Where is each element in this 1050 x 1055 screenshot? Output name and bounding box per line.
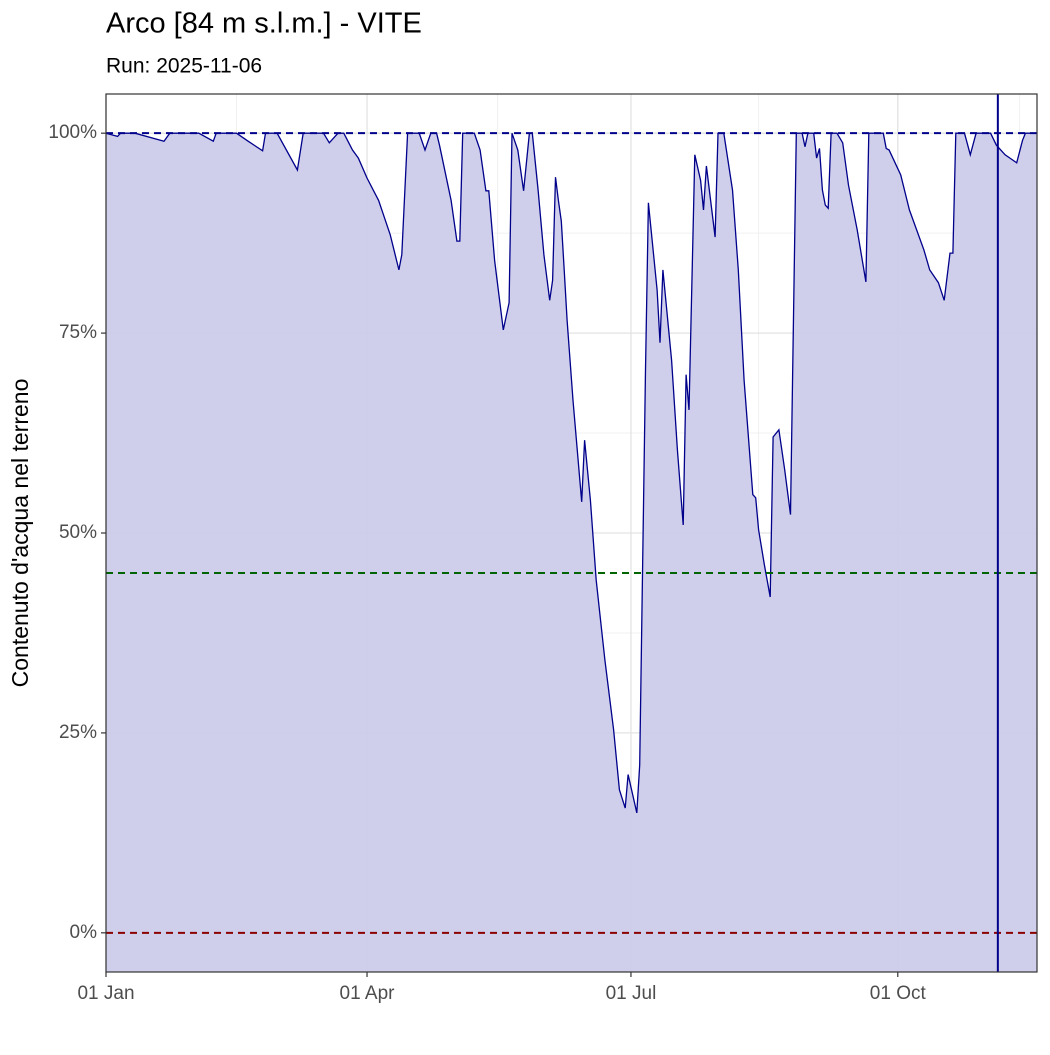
y-tick-label: 50%	[59, 522, 97, 543]
x-tick-label: 01 Jul	[606, 983, 657, 1004]
y-tick-label: 0%	[70, 922, 98, 943]
area	[106, 133, 1037, 972]
x-tick-label: 01 Oct	[870, 983, 927, 1004]
y-tick-label: 25%	[59, 722, 97, 743]
chart-title: Arco [84 m s.l.m.] - VITE	[106, 8, 422, 40]
x-tick-label: 01 Jan	[77, 983, 134, 1004]
y-tick-label: 100%	[48, 122, 97, 143]
y-axis-label: Contenuto d'acqua nel terreno	[7, 379, 33, 688]
line	[105, 132, 1037, 814]
y-tick-label: 75%	[59, 322, 97, 343]
x-tick-label: 01 Apr	[340, 983, 396, 1004]
chart-subtitle: Run: 2025-11-06	[106, 55, 262, 78]
